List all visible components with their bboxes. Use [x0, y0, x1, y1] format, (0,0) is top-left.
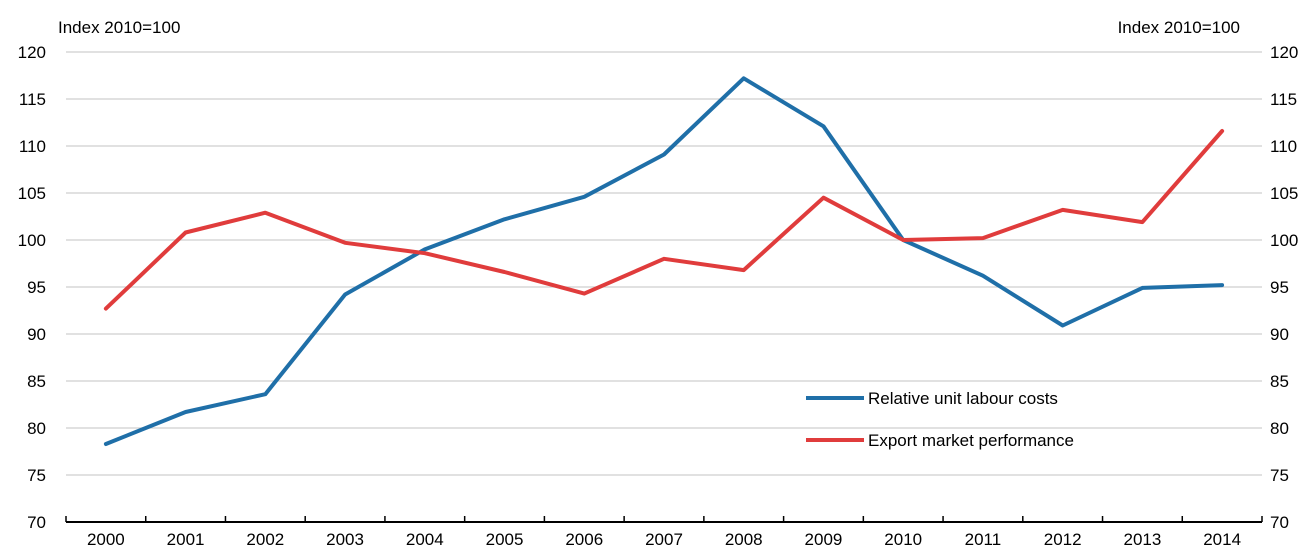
x-tick-label: 2007: [645, 530, 683, 549]
x-tick-label: 2008: [725, 530, 763, 549]
legend: Relative unit labour costs Export market …: [806, 389, 1074, 450]
y-tick-label-right: 85: [1270, 372, 1289, 391]
legend-label: Export market performance: [868, 431, 1074, 450]
gridlines: [66, 51, 1262, 476]
y-tick-label-left: 80: [27, 419, 46, 438]
left-y-axis: 70 75 80 85 90 95 100 105 110 115 120: [18, 43, 46, 532]
right-axis-unit-label: Index 2010=100: [1118, 18, 1240, 37]
series-lines: [103, 76, 1225, 446]
x-tick-label: 2004: [406, 530, 444, 549]
x-tick-label: 2006: [565, 530, 603, 549]
y-tick-label-right: 110: [1270, 137, 1297, 156]
y-tick-label-left: 105: [18, 184, 46, 203]
y-tick-label-left: 90: [27, 325, 46, 344]
y-tick-label-right: 80: [1270, 419, 1289, 438]
y-tick-label-right: 100: [1270, 231, 1298, 250]
y-tick-label-left: 85: [27, 372, 46, 391]
y-tick-label-right: 90: [1270, 325, 1289, 344]
y-tick-label-right: 70: [1270, 513, 1289, 532]
series-line-export-market-performance: [103, 129, 1225, 311]
y-tick-label-left: 120: [18, 43, 46, 62]
x-tick-label: 2003: [326, 530, 364, 549]
y-tick-label-right: 95: [1270, 278, 1289, 297]
right-y-axis: 70 75 80 85 90 95 100 105 110 115 120: [1270, 43, 1298, 532]
x-tick-label: 2013: [1123, 530, 1161, 549]
x-tick-label: 2002: [246, 530, 284, 549]
y-tick-label-left: 75: [27, 466, 46, 485]
x-tick-label: 2012: [1044, 530, 1082, 549]
left-axis-unit-label: Index 2010=100: [58, 18, 180, 37]
x-axis: 2000 2001 2002 2003 2004 2005 2006 2007 2008 2009…: [65, 516, 1263, 549]
y-tick-label-left: 95: [27, 278, 46, 297]
y-tick-label-left: 115: [19, 90, 46, 109]
x-tick-label: 2001: [167, 530, 205, 549]
y-tick-label-right: 105: [1270, 184, 1298, 203]
y-tick-label-right: 120: [1270, 43, 1298, 62]
y-tick-label-left: 70: [27, 513, 46, 532]
x-tick-label: 2000: [87, 530, 125, 549]
x-tick-label: 2010: [884, 530, 922, 549]
x-tick-label: 2014: [1203, 530, 1241, 549]
x-tick-label: 2011: [965, 530, 1002, 549]
legend-label: Relative unit labour costs: [868, 389, 1058, 408]
series-line-relative-unit-labour-costs: [103, 76, 1225, 446]
y-tick-label-left: 110: [19, 137, 46, 156]
x-tick-label: 2005: [486, 530, 524, 549]
y-tick-label-right: 75: [1270, 466, 1289, 485]
x-tick-label: 2009: [805, 530, 843, 549]
y-tick-label-left: 100: [18, 231, 46, 250]
y-tick-label-right: 115: [1270, 90, 1297, 109]
